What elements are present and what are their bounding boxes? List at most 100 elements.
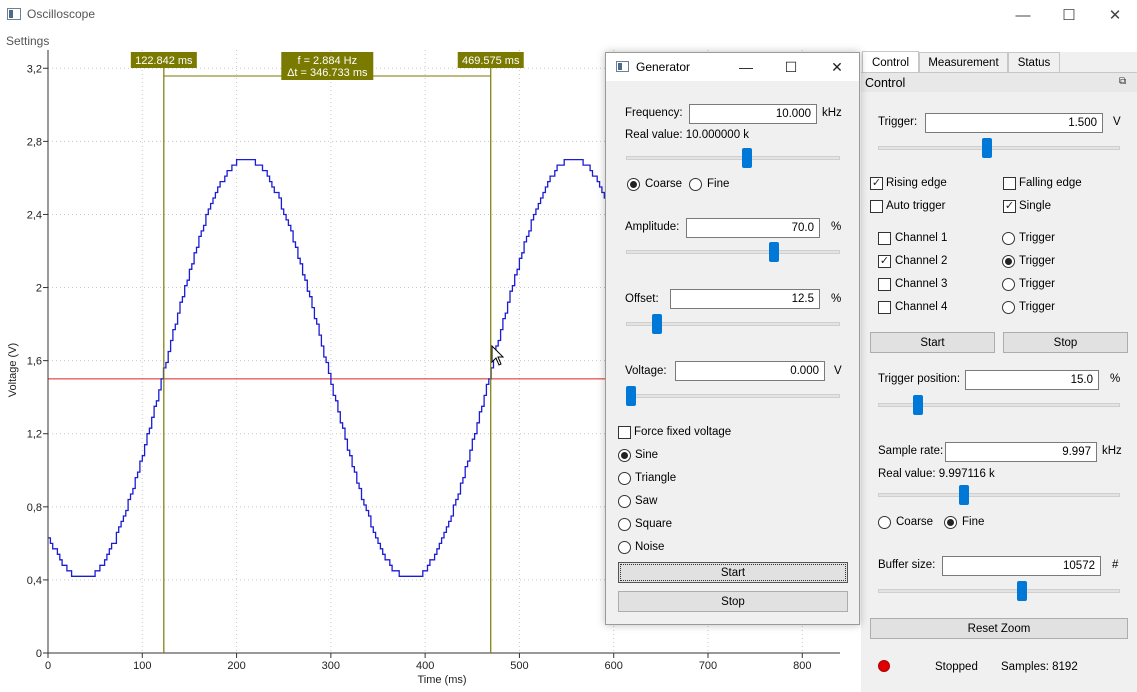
cursor-right-label-text: 469.575 ms [462, 55, 520, 67]
amplitude-input[interactable]: 70.0 [686, 218, 820, 238]
amplitude-slider-handle[interactable] [768, 242, 779, 262]
oscilloscope-plot[interactable]: 0 100 200 300 400 500 600 700 800 0 0,4 0,8 1,2 1,6 2 2… [0, 50, 860, 692]
auto-trigger-checkbox[interactable] [870, 200, 883, 213]
maximize-button[interactable]: ☐ [1062, 7, 1076, 24]
frequency-fine-radio[interactable] [689, 178, 702, 191]
close-button[interactable]: ✕ [1108, 7, 1122, 24]
scope-stop-button[interactable]: Stop [1003, 332, 1128, 353]
trigger-position-slider-track[interactable] [878, 403, 1120, 407]
generator-minimize-button[interactable]: — [739, 59, 753, 75]
channel-3-label: Channel 3 [895, 278, 948, 290]
cursor-right-label-bg [457, 52, 524, 68]
menu-bar: Settings [0, 30, 1137, 52]
offset-slider-track[interactable] [626, 322, 840, 326]
trigger-unit: V [1113, 116, 1121, 128]
trigger-position-input[interactable]: 15.0 [965, 370, 1099, 390]
sample-rate-slider-track[interactable] [878, 493, 1120, 497]
tab-measurement[interactable]: Measurement [919, 52, 1008, 72]
cursor-left-label: 122.842 ms [130, 52, 197, 68]
waveform-square-radio[interactable] [618, 518, 631, 531]
frequency-input[interactable]: 10.000 [689, 104, 817, 124]
trigger-slider-handle[interactable] [982, 138, 993, 158]
single-checkbox[interactable]: ✓ [1003, 200, 1016, 213]
sample-rate-unit: kHz [1102, 445, 1122, 457]
frequency-coarse-radio[interactable] [627, 178, 640, 191]
y-tick-label: 2,8 [27, 136, 42, 148]
frequency-slider-track[interactable] [626, 156, 840, 160]
generator-start-button[interactable]: Start [618, 562, 848, 583]
dock-title-bar: Control ⧉ [861, 72, 1137, 92]
window-title: Oscilloscope [27, 7, 96, 21]
voltage-slider-track[interactable] [626, 394, 840, 398]
samples-count: Samples: 8192 [1001, 661, 1078, 673]
sample-rate-coarse-radio[interactable] [878, 516, 891, 529]
offset-slider-handle[interactable] [651, 314, 662, 334]
sample-rate-input[interactable]: 9.997 [945, 442, 1097, 462]
generator-maximize-button[interactable]: ☐ [784, 58, 798, 75]
buffer-size-slider-track[interactable] [878, 589, 1120, 593]
frequency-coarse-label: Coarse [645, 178, 683, 190]
offset-input[interactable]: 12.5 [670, 289, 820, 309]
mouse-pointer-icon [491, 345, 505, 366]
force-fixed-voltage-checkbox[interactable] [618, 426, 631, 439]
trigger-level-input[interactable]: 1.500 [925, 113, 1103, 133]
channel-3-checkbox[interactable] [878, 278, 891, 291]
frequency-fine-label: Fine [707, 178, 730, 190]
x-tick-label: 200 [227, 660, 245, 672]
trigger-slider-track[interactable] [878, 146, 1120, 150]
reset-zoom-button[interactable]: Reset Zoom [870, 618, 1128, 639]
waveform-sine-radio[interactable] [618, 449, 631, 462]
channel-2-checkbox[interactable]: ✓ [878, 255, 891, 268]
trigger-position-unit: % [1110, 373, 1121, 385]
signal-trace [48, 158, 615, 577]
waveform-saw-radio[interactable] [618, 495, 631, 508]
sample-rate-slider-handle[interactable] [959, 485, 970, 505]
generator-stop-button[interactable]: Stop [618, 591, 848, 612]
cursor-delta-label-bg [281, 52, 374, 80]
voltage-input[interactable]: 0.000 [675, 361, 825, 381]
waveform-triangle-radio[interactable] [618, 472, 631, 485]
channel-3-trigger-label: Trigger [1019, 278, 1055, 290]
y-tick-label: 0,8 [27, 502, 42, 514]
buffer-size-input[interactable]: 10572 [942, 556, 1101, 576]
amplitude-slider-track[interactable] [626, 250, 840, 254]
waveform-noise-radio[interactable] [618, 541, 631, 554]
waveform-saw-label: Saw [635, 495, 658, 507]
x-tick-label: 600 [605, 660, 623, 672]
generator-window: Generator — ☐ ✕ Frequency: 10.000 kHz Re… [605, 52, 860, 625]
channel-2-label: Channel 2 [895, 255, 948, 267]
channel-2-trigger-label: Trigger [1019, 255, 1055, 267]
falling-edge-checkbox[interactable] [1003, 177, 1016, 190]
tab-control[interactable]: Control [862, 51, 919, 73]
generator-close-button[interactable]: ✕ [831, 58, 843, 75]
rising-edge-checkbox[interactable]: ✓ [870, 177, 883, 190]
channel-2-trigger-radio[interactable] [1002, 255, 1015, 268]
y-tick-label: 2,4 [27, 209, 42, 221]
trigger-position-label: Trigger position: [878, 373, 961, 385]
offset-label: Offset: [625, 293, 659, 305]
channel-4-trigger-radio[interactable] [1002, 301, 1015, 314]
dock-float-icon[interactable]: ⧉ [1119, 76, 1127, 87]
channel-1-checkbox[interactable] [878, 232, 891, 245]
channel-4-checkbox[interactable] [878, 301, 891, 314]
frequency-slider-handle[interactable] [742, 148, 753, 168]
frequency-label: Frequency: [625, 107, 683, 119]
tab-status[interactable]: Status [1008, 52, 1060, 72]
x-tick-label: 400 [416, 660, 434, 672]
generator-title-bar: Generator — ☐ ✕ [606, 53, 859, 81]
channel-3-trigger-radio[interactable] [1002, 278, 1015, 291]
scope-start-button[interactable]: Start [870, 332, 995, 353]
trigger-position-slider-handle[interactable] [912, 395, 923, 415]
channel-1-trigger-radio[interactable] [1002, 232, 1015, 245]
amplitude-unit: % [831, 221, 842, 233]
cursor-left-label-bg [130, 52, 197, 68]
auto-trigger-label: Auto trigger [886, 200, 946, 212]
menu-settings[interactable]: Settings [6, 34, 50, 48]
status-indicator-icon [878, 660, 890, 672]
buffer-size-slider-handle[interactable] [1017, 581, 1028, 601]
voltage-slider-handle[interactable] [626, 386, 636, 406]
minimize-button[interactable]: — [1015, 6, 1031, 24]
sample-rate-fine-radio[interactable] [944, 516, 957, 529]
